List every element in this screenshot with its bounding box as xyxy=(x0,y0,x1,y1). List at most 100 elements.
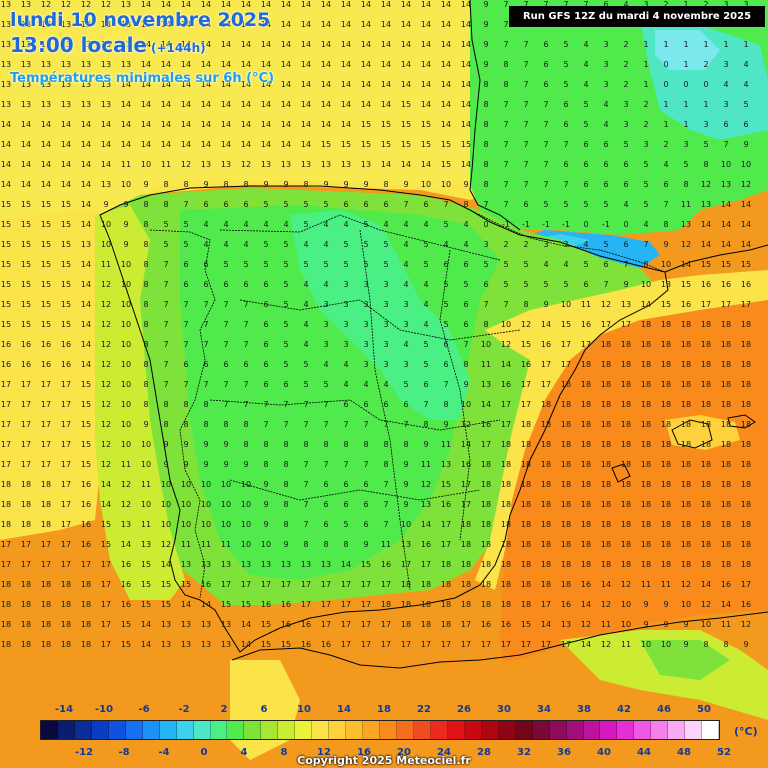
legend-tick-label: 4 xyxy=(241,747,248,758)
legend-tick-label: 40 xyxy=(597,747,611,758)
lead-time: (+144h) xyxy=(151,41,206,55)
legend-tick-label: 48 xyxy=(677,747,691,758)
legend-tick-label: 42 xyxy=(617,704,631,715)
legend-tick-label: -14 xyxy=(55,704,73,715)
legend-tick-label: 28 xyxy=(477,747,491,758)
legend-tick-label: 8 xyxy=(281,747,288,758)
color-scale-swatch xyxy=(142,721,160,739)
color-scale-swatch xyxy=(430,721,448,739)
color-scale-swatch xyxy=(278,721,296,739)
spain-regions-4 xyxy=(229,479,481,501)
spain-regions-3 xyxy=(209,399,501,431)
forecast-local-time: 13:00 locale xyxy=(10,33,147,57)
legend-tick-label: 2 xyxy=(221,704,228,715)
legend-tick-label: -4 xyxy=(158,747,169,758)
temp-zone-iberia-interior xyxy=(180,205,500,580)
france-coastline xyxy=(469,0,521,231)
spain-regions-6 xyxy=(439,249,471,541)
legend-tick-label: -10 xyxy=(95,704,113,715)
color-scale-swatch xyxy=(481,721,499,739)
legend-tick-label: 32 xyxy=(517,747,531,758)
color-scale-swatch xyxy=(57,721,75,739)
legend-tick-label: 12 xyxy=(317,747,331,758)
spain-regions-2 xyxy=(239,299,521,341)
legend-tick-label: 20 xyxy=(397,747,411,758)
color-scale-swatch xyxy=(413,721,431,739)
forecast-date: lundi 10 novembre 2025 xyxy=(10,9,270,31)
color-scale-swatch xyxy=(125,721,143,739)
color-scale-swatch xyxy=(176,721,194,739)
color-scale-swatch xyxy=(651,721,669,739)
color-scale-swatch xyxy=(380,721,398,739)
spain-regions-1 xyxy=(219,214,501,261)
color-scale-swatch xyxy=(685,721,703,739)
legend-tick-label: 16 xyxy=(357,747,371,758)
temp-zone-meseta xyxy=(290,210,470,420)
color-scale-swatch xyxy=(210,721,228,739)
color-scale-swatch xyxy=(464,721,482,739)
color-scale-swatch xyxy=(515,721,533,739)
borders xyxy=(149,209,666,599)
legend-tick-label: 18 xyxy=(377,704,391,715)
color-scale-swatch xyxy=(193,721,211,739)
color-scale-swatch xyxy=(312,721,330,739)
color-scale-swatch xyxy=(244,721,262,739)
menorca-outline xyxy=(727,414,756,429)
color-scale-swatch xyxy=(363,721,381,739)
color-scale-swatch xyxy=(447,721,465,739)
legend-tick-label: 6 xyxy=(261,704,268,715)
legend-tick-label: -6 xyxy=(138,704,149,715)
legend-unit: (°C) xyxy=(734,725,758,738)
gulf-of-lion-coast xyxy=(664,244,768,273)
legend-tick-label: 24 xyxy=(437,747,451,758)
spain-regions-5 xyxy=(359,229,411,591)
legend-tick-label: 44 xyxy=(637,747,651,758)
color-scale-bar xyxy=(40,720,720,740)
legend-area: -14 -10 -6 -2 2 6 10 14 18 22 26 30 34 38 42 46 50 -12 -8-… xyxy=(0,700,768,768)
temp-zone-atlas-cooler xyxy=(640,640,730,680)
color-scale-swatch xyxy=(91,721,109,739)
color-scale-swatch xyxy=(397,721,414,739)
color-scale-swatch xyxy=(583,721,601,739)
legend-tick-label: 10 xyxy=(297,704,311,715)
legend-tick-label: -2 xyxy=(178,704,189,715)
portugal-spain-border xyxy=(149,229,216,599)
color-scale-swatch xyxy=(668,721,686,739)
color-scale-swatch xyxy=(74,721,92,739)
temp-zone-east-coast xyxy=(475,270,768,590)
temp-zone-france-coldest xyxy=(655,30,720,70)
color-scale-swatch xyxy=(702,721,720,739)
temp-zone-portugal-coast xyxy=(95,205,185,600)
majorca-outline xyxy=(671,419,713,449)
spain-france-border xyxy=(469,209,666,273)
color-scale-swatch xyxy=(532,721,550,739)
copyright-notice: Copyright 2025 Meteociel.fr xyxy=(0,754,768,767)
legend-tick-label: 50 xyxy=(697,704,711,715)
color-scale-swatch xyxy=(329,721,347,739)
color-scale-swatch xyxy=(600,721,618,739)
legend-tick-label: 14 xyxy=(337,704,351,715)
legend-tick-label: 22 xyxy=(417,704,431,715)
color-scale-swatch xyxy=(617,721,635,739)
color-scale-swatch xyxy=(295,721,313,739)
color-scale-swatch xyxy=(634,721,652,739)
legend-tick-label: 26 xyxy=(457,704,471,715)
legend-tick-label: -12 xyxy=(75,747,93,758)
ibiza-outline xyxy=(611,463,631,483)
color-scale-swatch xyxy=(159,721,177,739)
color-scale-swatch xyxy=(566,721,584,739)
north-africa-coast xyxy=(231,611,768,669)
temp-zone-atlantic-north-light xyxy=(0,0,470,220)
run-info-banner: Run GFS 12Z du mardi 4 novembre 2025 xyxy=(509,6,765,27)
legend-tick-label: 46 xyxy=(657,704,671,715)
legend-tick-label: 30 xyxy=(497,704,511,715)
color-scale-swatch xyxy=(346,721,364,739)
color-scale-swatch xyxy=(41,721,58,739)
legend-tick-label: 36 xyxy=(557,747,571,758)
legend-tick-label: -8 xyxy=(118,747,129,758)
color-scale-swatch xyxy=(498,721,516,739)
color-scale-swatch xyxy=(261,721,279,739)
legend-tick-label: 52 xyxy=(717,747,731,758)
